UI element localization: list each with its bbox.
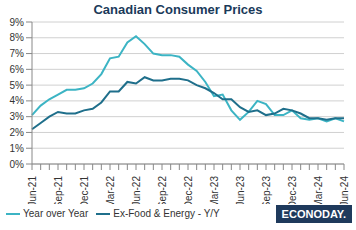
html-text:Year over Year: Year over Year <box>23 208 89 219</box>
svg-text:1%: 1% <box>10 143 25 154</box>
svg-text:Jun-23: Jun-23 <box>235 176 246 204</box>
svg-text:Dec-21: Dec-21 <box>79 176 90 204</box>
html-text:Canadian Consumer Prices: Canadian Consumer Prices <box>93 2 263 17</box>
svg-text:Sep-22: Sep-22 <box>157 176 168 204</box>
html-text:Ex-Food & Energy - Y/Y: Ex-Food & Energy - Y/Y <box>113 208 220 219</box>
svg-text:6%: 6% <box>10 64 25 75</box>
svg-text:Jun-24: Jun-24 <box>339 176 349 204</box>
svg-text:Sep-21: Sep-21 <box>53 176 64 204</box>
svg-text:Jun-21: Jun-21 <box>27 176 38 204</box>
svg-text:2%: 2% <box>10 127 25 138</box>
svg-text:4%: 4% <box>10 95 25 106</box>
svg-text:Dec-23: Dec-23 <box>287 176 298 204</box>
svg-text:Dec-22: Dec-22 <box>183 176 194 204</box>
svg-text:Sep-23: Sep-23 <box>261 176 272 204</box>
svg-text:Mar-24: Mar-24 <box>313 176 324 204</box>
svg-text:0%: 0% <box>10 159 25 170</box>
svg-text:5%: 5% <box>10 80 25 91</box>
svg-text:Jun-22: Jun-22 <box>131 176 142 204</box>
svg-text:7%: 7% <box>10 48 25 59</box>
svg-text:8%: 8% <box>10 32 25 43</box>
svg-text:Mar-23: Mar-23 <box>209 176 220 204</box>
svg-text:9%: 9% <box>10 18 25 28</box>
svg-text:3%: 3% <box>10 111 25 122</box>
svg-text:Mar-22: Mar-22 <box>105 176 116 204</box>
html-text:ECONODAY.: ECONODAY. <box>281 208 346 220</box>
